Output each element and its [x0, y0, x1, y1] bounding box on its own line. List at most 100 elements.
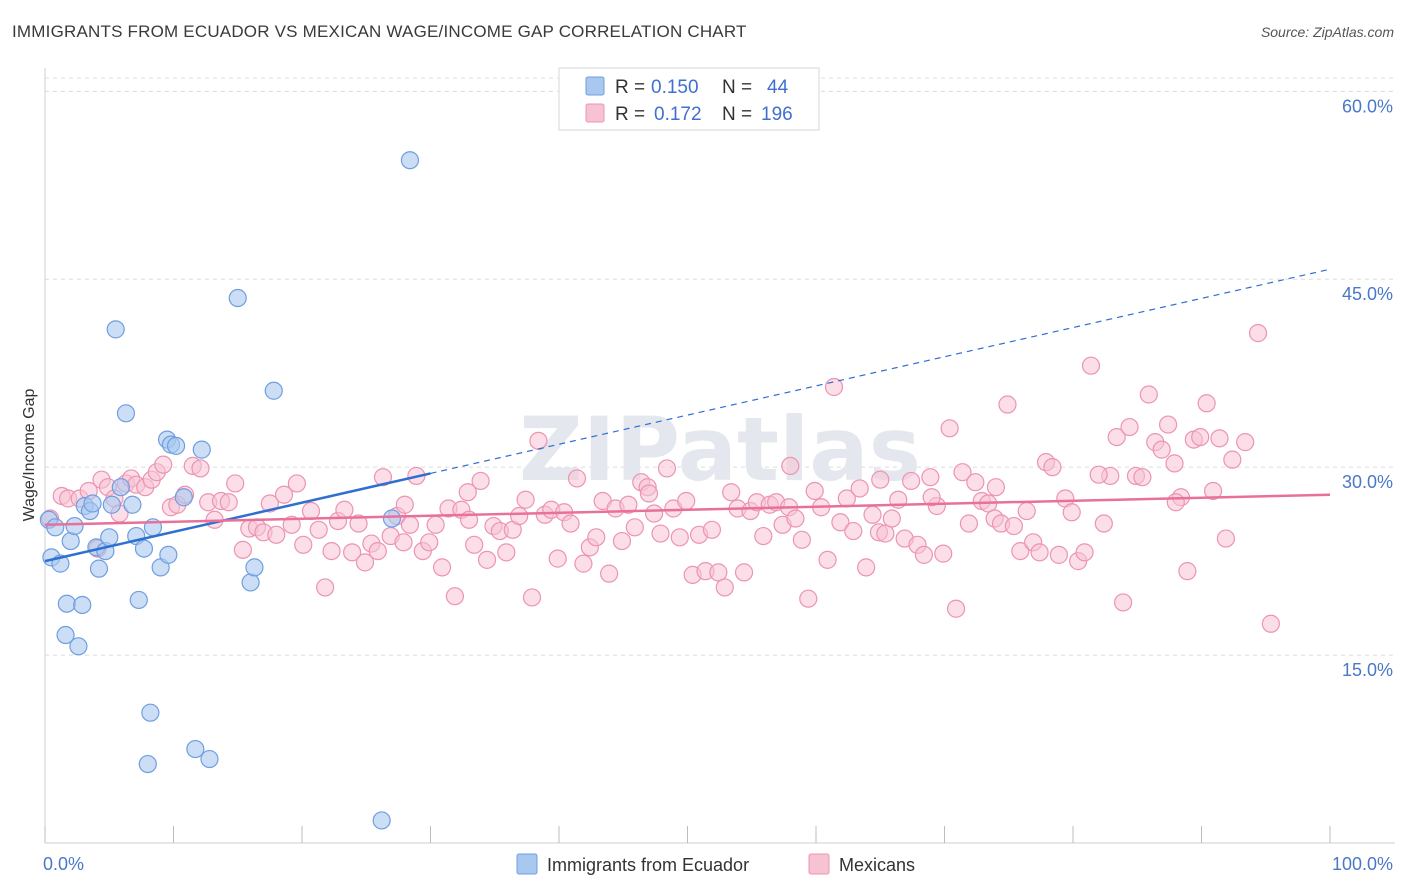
- mexicans-point-48: [373, 468, 393, 487]
- x-tick-label-1: 100.0%: [1332, 854, 1393, 874]
- mexicans-point-37: [301, 501, 321, 521]
- mexicans-point-165: [1133, 468, 1152, 487]
- ecuador-point-23: [129, 590, 148, 610]
- mexicans-point-92: [657, 459, 677, 478]
- legend-r-label-1: R =: [615, 77, 645, 98]
- mexicans-point-189: [986, 478, 1006, 497]
- mexicans-point-188: [922, 488, 941, 507]
- mexicans-point-63: [471, 471, 490, 491]
- mexicans-point-163: [1120, 417, 1139, 437]
- mexicans-point-158: [1081, 356, 1101, 375]
- ecuador-point-18: [106, 320, 125, 339]
- mexicans-point-83: [600, 564, 619, 583]
- mexicans-point-107: [754, 526, 773, 546]
- axes: [44, 68, 1395, 844]
- ecuador-point-37: [228, 288, 247, 308]
- mexicans-point-47: [368, 541, 387, 561]
- ecuador-trend-solid: [44, 472, 431, 563]
- mexicans-point-35: [287, 474, 306, 493]
- mexicans-point-94: [670, 528, 689, 547]
- mexicans-point-114: [799, 589, 818, 608]
- ecuador-point-12: [83, 494, 102, 513]
- mexicans-point-90: [644, 504, 664, 523]
- y-tick-label-0: 15.0%: [1342, 660, 1393, 680]
- legend-box: R = 0.150 N = 44 R = 0.172 N = 196: [558, 67, 820, 131]
- mexicans-point-140: [966, 473, 985, 492]
- legend-swatch-ecuador: [585, 76, 605, 96]
- mexicans-point-124: [863, 505, 882, 524]
- mexicans-point-138: [953, 463, 972, 482]
- ecuador-point-14: [89, 559, 109, 578]
- mexicans-point-187: [871, 470, 890, 489]
- mexicans-point-86: [619, 495, 638, 514]
- mexicans-point-126: [876, 524, 895, 543]
- mexicans-point-36: [294, 535, 313, 554]
- mexicans-point-150: [1030, 543, 1049, 562]
- mexicans-point-71: [522, 588, 542, 607]
- mexicans-point-33: [274, 485, 294, 504]
- mexicans-point-72: [529, 431, 548, 450]
- ecuador-point-39: [245, 558, 264, 577]
- mexicans-point-148: [1017, 501, 1036, 521]
- mexicans-point-99: [702, 520, 722, 539]
- mexicans-point-177: [1210, 429, 1229, 448]
- ecuador-point-19: [111, 478, 130, 497]
- bottom-legend: Immigrants from Ecuador Mexicans: [516, 853, 915, 875]
- mexicans-point-182: [1261, 614, 1280, 633]
- mexicans-point-115: [805, 481, 824, 501]
- mexicans-point-100: [709, 563, 728, 582]
- mexicans-point-67: [497, 543, 516, 562]
- mexicans-point-168: [1152, 440, 1171, 459]
- mexicans-point-32: [267, 525, 286, 544]
- mexicans-point-75: [548, 549, 567, 568]
- legend-swatch-mexicans: [585, 103, 605, 123]
- mexicans-point-155: [1062, 503, 1081, 522]
- mexicans-point-169: [1158, 415, 1178, 434]
- chart-title: IMMIGRANTS FROM ECUADOR VS MEXICAN WAGE/…: [12, 22, 747, 41]
- mexicans-point-147: [1011, 541, 1030, 561]
- mexicans-point-175: [1197, 394, 1216, 413]
- mexicans-point-180: [1236, 433, 1255, 452]
- mexicans-point-181: [1248, 324, 1268, 343]
- mexicans-point-56: [426, 515, 445, 534]
- y-tick-label-2: 45.0%: [1342, 284, 1393, 304]
- ecuador-point-35: [192, 440, 211, 459]
- y-tick-label-3: 60.0%: [1342, 96, 1393, 116]
- mexicans-point-113: [792, 530, 811, 549]
- mexicans-point-161: [1107, 427, 1126, 447]
- mexicans-point-42: [335, 500, 354, 519]
- mexicans-point-127: [882, 509, 901, 528]
- ecuador-point-20: [116, 404, 136, 423]
- ecuador-point-26: [141, 703, 160, 722]
- mexicans-point-61: [458, 483, 477, 502]
- mexicans-point-44: [349, 514, 368, 533]
- bottom-legend-mexicans: Mexicans: [839, 855, 915, 875]
- ecuador-point-7: [65, 516, 84, 536]
- mexicans-trend: [44, 493, 1331, 527]
- mexicans-point-183: [395, 495, 414, 514]
- ecuador-point-21: [123, 495, 142, 514]
- legend-r-value-1: 0.150: [651, 77, 699, 98]
- mexicans-point-78: [567, 469, 587, 488]
- ecuador-point-5: [57, 594, 76, 613]
- mexicans-point-26: [226, 474, 245, 493]
- mexicans-point-136: [940, 419, 959, 438]
- mexicans-point-185: [639, 484, 659, 503]
- tick-labels: 15.0% 30.0% 45.0% 60.0% 0.0% 100.0%: [43, 96, 1393, 874]
- mexicans-point-162: [1114, 593, 1133, 612]
- ecuador-point-30: [159, 545, 178, 564]
- mexicans-point-62: [465, 535, 484, 554]
- mexicans-point-191: [1166, 493, 1185, 512]
- ecuador-point-41: [372, 811, 391, 830]
- mexicans-point-178: [1216, 529, 1236, 548]
- mexicans-point-87: [625, 518, 644, 537]
- mexicans-point-79: [574, 554, 593, 573]
- mexicans-point-38: [309, 520, 328, 539]
- mexicans-point-135: [934, 544, 953, 563]
- mexicans-point-34: [282, 515, 301, 534]
- ecuador-point-16: [100, 528, 119, 547]
- mexicans-point-170: [1165, 454, 1184, 473]
- mexicans-point-139: [959, 514, 979, 533]
- mexicans-point-132: [914, 545, 934, 564]
- ecuador-point-17: [102, 495, 121, 514]
